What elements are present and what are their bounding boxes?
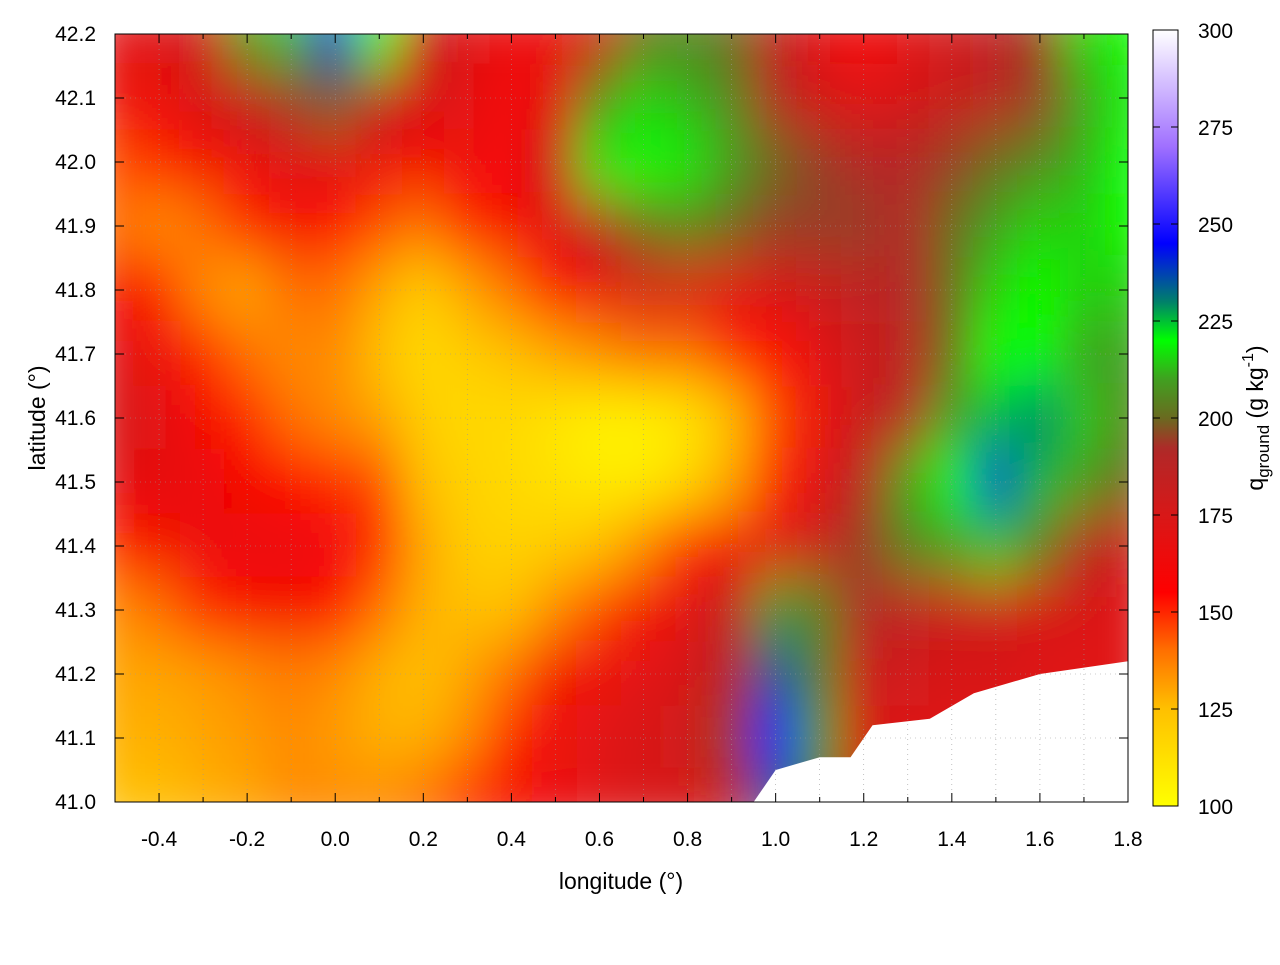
heatmap-cell: [115, 449, 139, 515]
colorbar-tick-label: 225: [1198, 311, 1233, 334]
heatmap-cell: [1104, 577, 1128, 643]
y-tick-label: 41.3: [55, 599, 96, 622]
heatmap-cell: [115, 257, 139, 323]
heatmap-cell: [840, 449, 887, 515]
x-tick-label: 1.6: [1025, 828, 1054, 851]
heatmap-cell: [444, 129, 491, 195]
x-tick-label: 0.0: [321, 828, 350, 851]
heatmap-cell: [115, 385, 139, 451]
y-tick-label: 41.0: [55, 791, 96, 814]
heatmap-cell: [1016, 129, 1063, 195]
colorbar-tick-label: 275: [1198, 117, 1233, 140]
heatmap-cell: [115, 321, 139, 387]
colorbar-label-main: q: [1242, 478, 1268, 491]
grid-lines: [115, 34, 1128, 802]
y-tick-label: 41.8: [55, 279, 96, 302]
heatmap-cell: [664, 129, 711, 195]
heatmap-cell: [224, 449, 271, 515]
x-tick-label: 0.4: [497, 828, 527, 851]
y-tick-label: 41.2: [55, 663, 96, 686]
heatmap-cell: [400, 129, 447, 195]
heatmap-cell: [115, 769, 139, 802]
heatmap-cell: [115, 641, 139, 707]
colorbar-tick-label: 125: [1198, 699, 1233, 722]
y-tick-label: 41.1: [55, 727, 96, 750]
heatmap-cell: [115, 577, 139, 643]
y-axis: 41.0 41.1 41.2 41.3 41.4 41.5 41.6 41.7 41.8 41.9…: [55, 23, 1128, 814]
heatmap-cell: [115, 513, 139, 579]
colorbar-label-sub: ground: [1254, 425, 1273, 478]
x-tick-label: -0.4: [141, 828, 178, 851]
y-tick-label: 41.6: [55, 407, 96, 430]
heatmap-cell: [115, 705, 139, 771]
heatmap-cell: [400, 449, 447, 515]
x-tick-label: 1.8: [1113, 828, 1142, 851]
heatmap-cell: [620, 129, 667, 195]
heatmap-cell: [1104, 385, 1128, 451]
no-data-region: [753, 661, 1128, 802]
heatmap-cell: [180, 129, 227, 195]
colorbar-tick-label: 250: [1198, 214, 1233, 237]
y-tick-label: 41.9: [55, 215, 96, 238]
y-tick-label: 42.2: [55, 23, 96, 46]
colorbar: 100 125 150 175 200 225 250 275 300 qground (g k…: [1152, 20, 1273, 819]
x-tick-label: -0.2: [229, 828, 265, 851]
heatmap-cell: [1016, 449, 1063, 515]
y-tick-label: 42.0: [55, 151, 96, 174]
y-tick-label: 41.7: [55, 343, 96, 366]
plot-area: [115, 34, 1128, 802]
colorbar-label-close: ): [1242, 345, 1268, 353]
colorbar-tick-label: 100: [1198, 796, 1233, 819]
heatmap-cell: [1104, 321, 1128, 387]
heatmap-cell: [1104, 257, 1128, 323]
heatmap-cell: [1104, 449, 1128, 515]
heatmap-cell: [115, 34, 139, 67]
y-tick-label: 42.1: [55, 87, 96, 110]
heatmap-cell: [1104, 65, 1128, 131]
heatmap-cell: [180, 449, 227, 515]
heatmap-cell: [115, 193, 139, 259]
x-tick-label: 1.4: [937, 828, 967, 851]
colorbar-label-sup: -1: [1240, 353, 1257, 367]
colorbar-tick-label: 200: [1198, 408, 1233, 431]
heatmap-cell: [1104, 513, 1128, 579]
heatmap-cell: [1104, 193, 1128, 259]
y-tick-label: 41.5: [55, 471, 96, 494]
heatmap-cell: [224, 129, 271, 195]
x-tick-label: 0.6: [585, 828, 614, 851]
heatmap-cell: [1104, 129, 1128, 195]
heatmap-cell: [115, 65, 139, 131]
heatmap-cell: [884, 449, 931, 515]
heatmap-cell: [115, 129, 139, 195]
colorbar-tick-label: 150: [1198, 602, 1233, 625]
y-tick-label: 41.4: [55, 535, 96, 558]
heatmap-cell: [620, 449, 667, 515]
colorbar-label-unit: (g kg: [1242, 367, 1268, 425]
heatmap-cell: [884, 129, 931, 195]
heatmap-cell: [444, 449, 491, 515]
colorbar-tick-label: 175: [1198, 505, 1233, 528]
x-tick-label: 1.0: [761, 828, 790, 851]
y-axis-label: latitude (°): [24, 365, 50, 470]
heatmap-cell: [1104, 34, 1128, 67]
x-tick-label: 1.2: [849, 828, 878, 851]
x-tick-label: 0.8: [673, 828, 702, 851]
heatmap-cell: [664, 449, 711, 515]
colorbar-tick-label: 300: [1198, 20, 1233, 43]
x-axis-label: longitude (°): [559, 868, 683, 894]
colorbar-label: qground (g kg-1): [1240, 345, 1273, 490]
heatmap-cell: [840, 129, 887, 195]
colorbar-ticks: 100 125 150 175 200 225 250 275 300: [1153, 20, 1233, 819]
x-axis: -0.4 -0.2 0.0 0.2 0.4 0.6 0.8 1.0 1.2 1.4 1.6 1.8: [114, 34, 1143, 851]
x-tick-label: 0.2: [409, 828, 438, 851]
